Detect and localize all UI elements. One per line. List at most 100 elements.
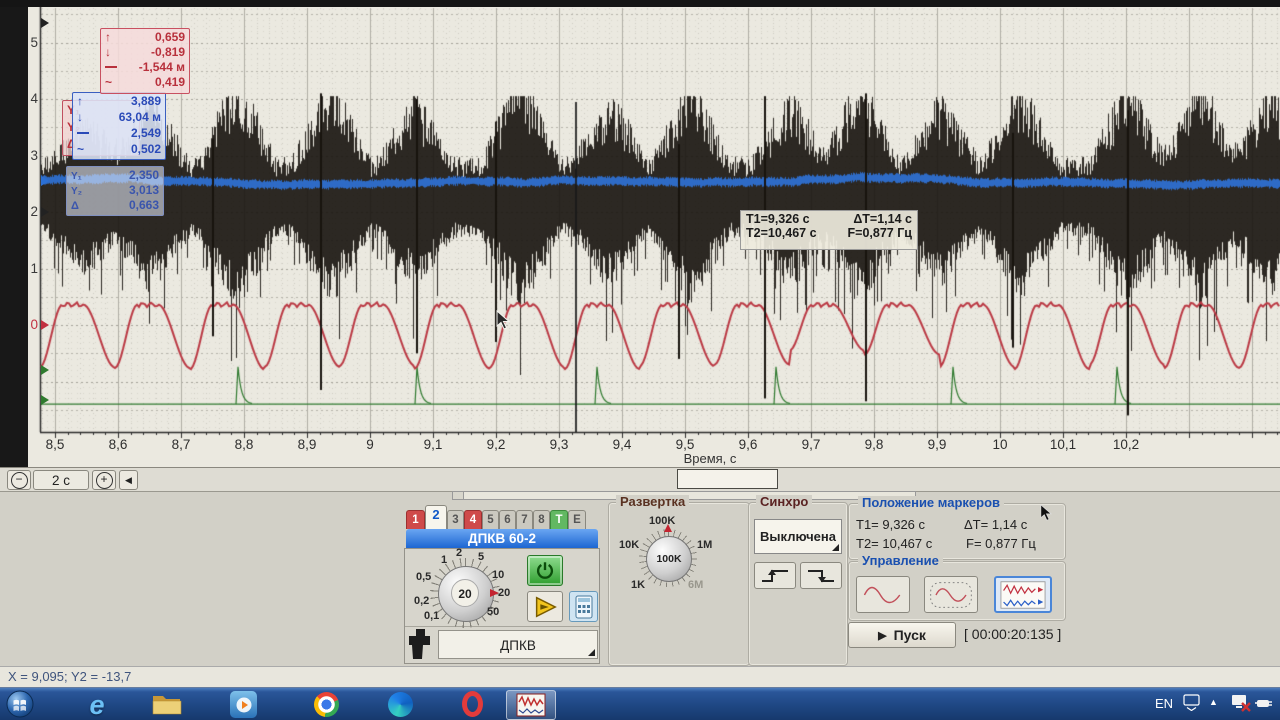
y1-marker-icon (71, 168, 87, 182)
channel-zero-marker[interactable] (41, 175, 49, 186)
zoom-in-button[interactable]: + (92, 470, 116, 490)
ac-rms-icon (77, 142, 93, 156)
screen-edge-left (0, 7, 28, 467)
gain-scale-label: 5 (478, 551, 485, 563)
stat-value: 2,549 (130, 126, 161, 140)
h-scrollbar-thumb[interactable] (677, 469, 778, 489)
stat-value: 0,419 (154, 74, 185, 89)
channel-zero-marker[interactable] (41, 395, 49, 406)
sensor-icon (409, 629, 430, 659)
channel-zero-marker[interactable] (41, 320, 49, 330)
tab-channel-2[interactable]: 2 (425, 505, 447, 529)
channel-zero-marker[interactable] (41, 207, 49, 217)
taskbar: EN ▲ (0, 687, 1280, 720)
down-arrow-icon (105, 45, 121, 59)
x-tick-label: 10,1 (1049, 437, 1077, 452)
tab-channel-5[interactable]: 5 (482, 510, 499, 529)
sync-falling-edge-button[interactable] (800, 562, 842, 589)
zoom-out-glyph: − (10, 471, 28, 489)
record-timer: [ 00:00:20:135 ] (964, 626, 1062, 642)
view-multi-waveform-button[interactable] (994, 576, 1052, 613)
channel-divider (405, 626, 599, 627)
x-tick-label: 9,5 (675, 437, 695, 452)
internet-explorer-icon[interactable] (82, 690, 112, 720)
x-tick-label: 9,2 (486, 437, 506, 452)
control-group (848, 561, 1066, 621)
secondary-cursor (1040, 504, 1052, 521)
sync-rising-edge-button[interactable] (754, 562, 796, 589)
x-tick-label: 9,4 (612, 437, 632, 452)
x-tick-label: 9,8 (864, 437, 884, 452)
language-indicator[interactable]: EN (1155, 696, 1174, 711)
tab-channel-1[interactable]: 1 (406, 510, 425, 529)
x-tick-label: 9,3 (549, 437, 569, 452)
start-button-orb[interactable] (6, 690, 34, 718)
waveform-plot[interactable] (0, 7, 1280, 467)
marker-dt-value: ΔT= 1,14 с (964, 517, 1028, 532)
x-tick-label: 10 (992, 437, 1008, 452)
channel-power-button[interactable] (527, 555, 563, 586)
folder-icon (152, 696, 182, 715)
tab-channel-4[interactable]: 4 (464, 510, 482, 529)
keyboard-icon (1183, 694, 1200, 711)
annotation-dt: ΔT=1,14 с (853, 212, 912, 226)
tab-channel-t[interactable]: T (550, 510, 568, 529)
sync-mode-dropdown[interactable]: Выключена (754, 519, 842, 554)
network-status-icon[interactable] (1230, 693, 1252, 713)
multi-waveform-icon (1000, 580, 1046, 609)
pan-left-button[interactable]: ◀ (119, 470, 138, 490)
y-tick-label: 5 (30, 34, 38, 50)
probe-type-selector[interactable]: ДПКВ (438, 630, 598, 659)
channel-title-bar[interactable]: ДПКВ 60-2 (406, 529, 598, 548)
avg-dashed-icon (77, 132, 89, 134)
single-waveform-icon (863, 586, 901, 603)
tab-channel-e[interactable]: E (568, 510, 586, 529)
marker-values-box[interactable]: 2,350 3,013 0,663 (66, 166, 164, 216)
stats-box-red[interactable]: 0,659 -0,819 -1,544 м 0,419 (100, 28, 190, 94)
tab-channel-3[interactable]: 3 (447, 510, 464, 529)
file-explorer-icon[interactable] (152, 692, 182, 716)
x-tick-label: 8,8 (234, 437, 254, 452)
stats-box-blue[interactable]: 3,889 63,04 м 2,549 0,502 (72, 92, 166, 160)
zoom-out-button[interactable]: − (7, 470, 31, 490)
power-status-icon[interactable] (1255, 693, 1275, 713)
channel-zero-marker[interactable] (41, 17, 49, 28)
tray-expand-icon[interactable]: ▲ (1209, 697, 1218, 707)
marker-value: 2,350 (128, 167, 159, 182)
start-button[interactable]: ▶ Пуск (848, 622, 956, 648)
marker-t1-value: T1= 9,326 с (856, 517, 926, 532)
keyboard-layout-icon[interactable] (1183, 694, 1200, 711)
cursor-coordinates: X = 9,095; Y2 = -13,7 (8, 669, 132, 684)
tab-channel-8[interactable]: 8 (533, 510, 550, 529)
control-panel (0, 491, 1280, 666)
falling-edge-icon (808, 569, 834, 582)
opera-icon[interactable] (462, 691, 483, 717)
view-selection-waveform-button[interactable] (924, 576, 978, 613)
x-axis-title: Время, с (683, 451, 737, 466)
ac-rms-icon (105, 75, 121, 89)
sweep-knob-pointer (664, 524, 672, 532)
edge-icon[interactable] (388, 692, 413, 717)
tab-channel-6[interactable]: 6 (499, 510, 516, 529)
gain-knob-pointer (490, 589, 499, 597)
delta-icon: Δ (67, 137, 83, 151)
oscilloscope-app-taskbar-item[interactable] (506, 690, 556, 720)
media-player-icon[interactable] (230, 691, 257, 718)
stat-value: -0,819 (150, 44, 185, 59)
probe-warning-icon (535, 596, 557, 617)
tab-channel-7[interactable]: 7 (516, 510, 533, 529)
marker-readout-annotation: T1=9,326 с ΔT=1,14 с T2=10,467 с F=0,877… (740, 210, 918, 250)
chrome-icon[interactable] (314, 692, 339, 717)
x-tick-label: 9,7 (801, 437, 821, 452)
channel-probe-button[interactable] (527, 591, 563, 622)
calculator-button[interactable] (569, 591, 598, 622)
gain-scale-label: 50 (487, 606, 500, 618)
channel-zero-marker[interactable] (41, 365, 49, 376)
power-icon (536, 561, 554, 579)
sweep-scale-label: 10K (619, 539, 640, 551)
view-single-waveform-button[interactable] (856, 576, 910, 613)
panel-scrollbar-left-arrow[interactable] (453, 492, 464, 499)
sweep-knob[interactable]: 100K (646, 536, 692, 582)
annotation-t1: T1=9,326 с (746, 212, 810, 226)
